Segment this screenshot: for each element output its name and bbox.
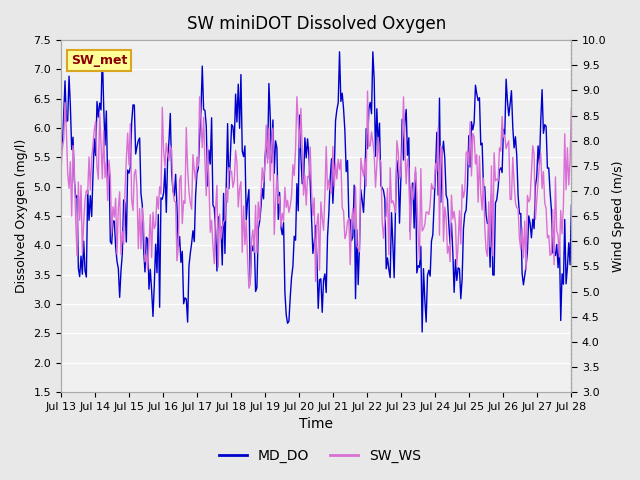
Y-axis label: Dissolved Oxygen (mg/l): Dissolved Oxygen (mg/l)	[15, 139, 28, 293]
Legend: MD_DO, SW_WS: MD_DO, SW_WS	[214, 443, 426, 468]
X-axis label: Time: Time	[300, 418, 333, 432]
Title: SW miniDOT Dissolved Oxygen: SW miniDOT Dissolved Oxygen	[187, 15, 446, 33]
Y-axis label: Wind Speed (m/s): Wind Speed (m/s)	[612, 160, 625, 272]
Text: SW_met: SW_met	[71, 54, 127, 67]
